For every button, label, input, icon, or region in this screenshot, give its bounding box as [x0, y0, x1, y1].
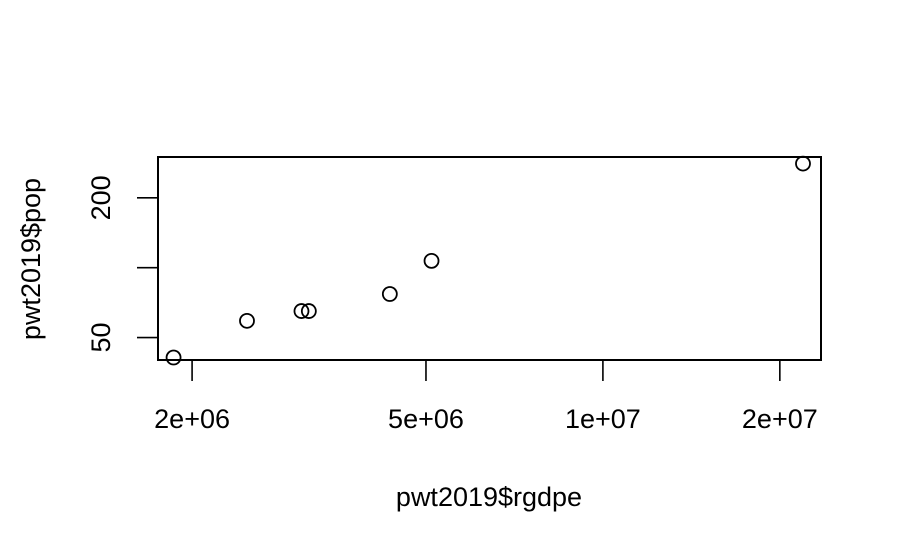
y-axis: 50 200 [86, 175, 158, 353]
plot-frame [157, 156, 822, 361]
x-tick-label: 2e+07 [742, 404, 818, 434]
data-points [165, 155, 811, 366]
data-point [795, 155, 811, 172]
data-point [165, 349, 182, 366]
data-point [381, 286, 398, 302]
x-axis: 2e+06 5e+06 1e+07 2e+07 [154, 360, 818, 434]
x-tick-label: 2e+06 [154, 404, 230, 434]
y-axis-title: pwt2019$pop [16, 178, 46, 340]
data-point [239, 312, 255, 329]
data-point [423, 252, 440, 269]
y-tick-label: 50 [86, 322, 116, 352]
data-point [300, 303, 317, 319]
data-point [293, 303, 310, 319]
y-tick-label: 200 [86, 175, 116, 220]
x-tick-label: 5e+06 [388, 404, 464, 434]
x-tick-label: 1e+07 [565, 404, 641, 434]
x-axis-title: pwt2019$rgdpe [396, 482, 582, 512]
